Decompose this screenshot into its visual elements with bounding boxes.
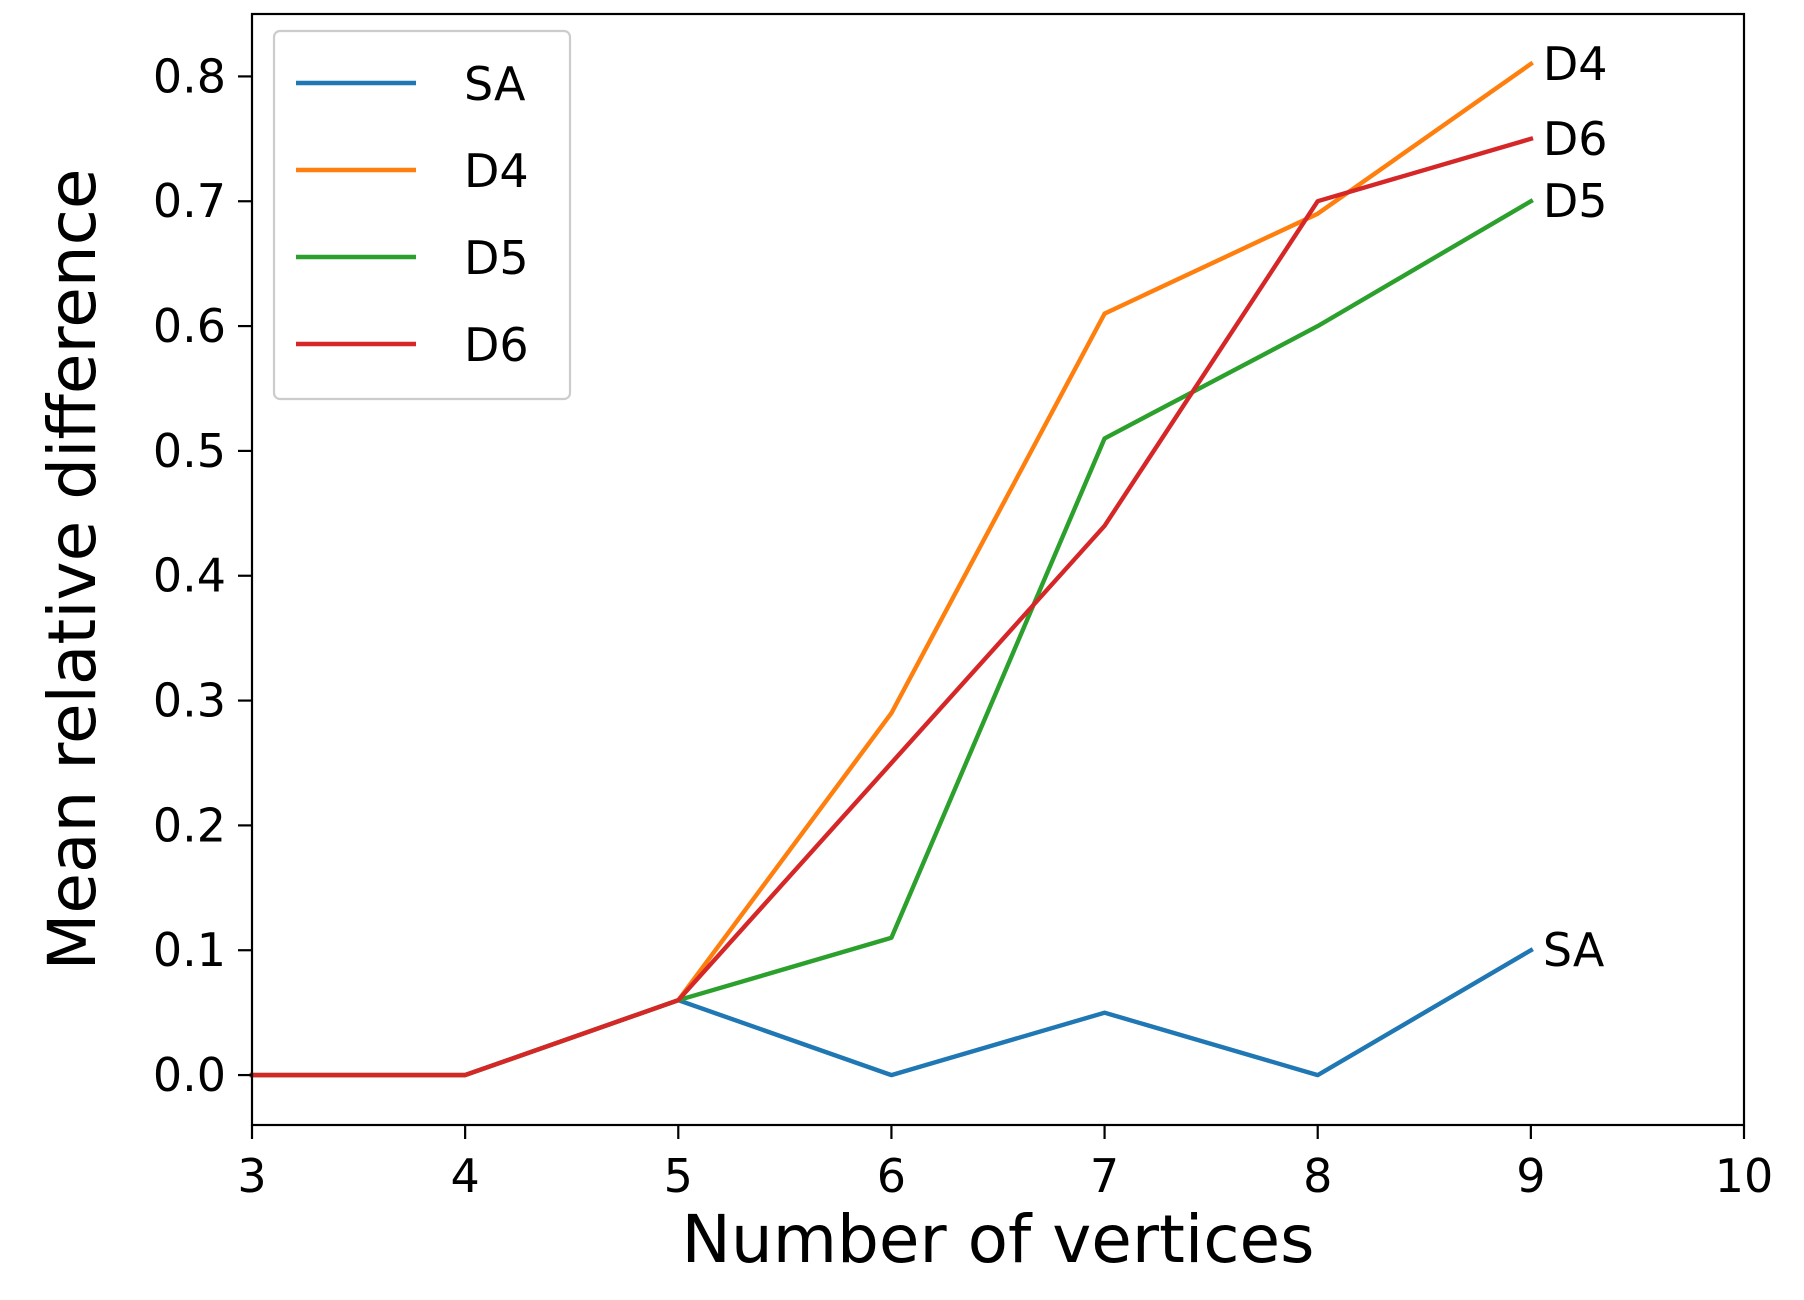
x-tick-label: 6 [877,1149,906,1203]
end-label-d6: D6 [1543,112,1608,166]
y-tick-label: 0.7 [153,174,226,228]
y-tick-label: 0.8 [153,49,226,103]
y-tick-label: 0.4 [153,549,226,603]
y-tick-label: 0.2 [153,798,226,852]
y-tick-label: 0.1 [153,923,226,977]
x-tick-label: 7 [1090,1149,1119,1203]
x-tick-label: 8 [1303,1149,1332,1203]
x-tick-label: 5 [664,1149,693,1203]
y-tick-label: 0.3 [153,674,226,728]
x-axis: 3 4 5 6 7 8 9 10 [237,1125,1773,1203]
y-tick-label: 0.5 [153,424,226,478]
axes-frame [250,12,1746,1127]
y-axis-title: Mean relative difference [34,168,111,970]
legend-label-sa: SA [464,57,526,111]
end-label-d5: D5 [1543,174,1608,228]
legend-label-d4: D4 [464,144,529,198]
x-tick-label: 3 [237,1149,266,1203]
end-label-d4: D4 [1543,37,1608,91]
x-axis-title: Number of vertices [682,1201,1315,1278]
legend-label-d6: D6 [464,318,529,372]
series-end-labels: SA D4 D5 D6 [1543,37,1608,977]
legend-box [272,29,572,401]
legend-label-d5: D5 [464,231,529,285]
end-label-sa: SA [1543,923,1605,977]
y-tick-label: 0.0 [153,1048,226,1102]
y-axis: 0.0 0.1 0.2 0.3 0.4 0.5 0.6 0.7 0.8 [153,49,252,1102]
y-tick-label: 0.6 [153,299,226,353]
series-line-d6 [249,136,1534,1078]
x-tick-label: 10 [1715,1149,1774,1203]
legend: SA D4 D5 D6 [272,29,572,401]
plot-area [249,60,1534,1078]
x-tick-label: 4 [451,1149,480,1203]
x-tick-label: 9 [1516,1149,1545,1203]
